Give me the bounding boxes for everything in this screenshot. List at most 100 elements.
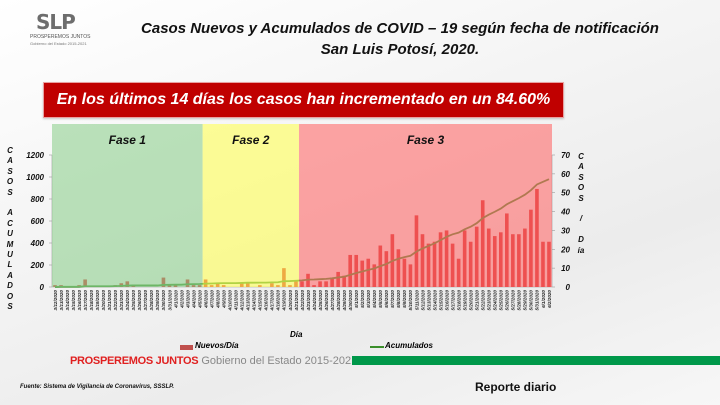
axis-title-letter: O (6, 177, 14, 187)
legend-line-label: Acumulados (385, 341, 434, 350)
phase-zone-1 (52, 124, 203, 287)
axis-title-letter: C (7, 218, 13, 228)
title-line-2: San Luis Potosí, 2020. (320, 41, 480, 58)
x-tick-label: 5/3/2020 (366, 290, 371, 308)
x-tick-label: 5/13/2020 (426, 290, 431, 311)
axis-title-gap (575, 204, 587, 214)
right-tick-label: 50 (561, 189, 570, 198)
x-tick-label: 4/18/2020 (276, 290, 281, 312)
x-tick-label: 5/1/2020 (354, 290, 359, 308)
x-tick-label: 4/13/2020 (246, 290, 251, 312)
x-tick-label: 4/29/2020 (342, 290, 347, 312)
x-tick-label: 4/26/2020 (324, 290, 329, 312)
axis-title-letter: L (7, 260, 13, 270)
axis-title-letter: O (6, 291, 14, 301)
x-tick-label: 5/24/2020 (493, 290, 498, 311)
left-tick-label: 800 (31, 195, 45, 204)
left-tick-label: 200 (30, 261, 45, 270)
x-tick-label: 5/2/2020 (360, 290, 365, 308)
right-tick-label: 40 (560, 208, 570, 217)
x-tick-label: 5/22/2020 (481, 290, 486, 311)
x-tick-label: 4/20/2020 (288, 290, 293, 312)
x-tick-label: 3/31/2020 (167, 290, 172, 311)
x-tick-label: 4/17/2020 (270, 290, 275, 312)
right-tick-label: 10 (561, 264, 570, 273)
x-tick-label: 5/8/2020 (396, 290, 401, 308)
x-tick-label: 3/22/2020 (113, 290, 118, 311)
x-tick-label: 4/1/2020 (173, 290, 178, 309)
phase-zone-3 (298, 124, 552, 287)
axis-title-letter: A (578, 162, 584, 172)
x-tick-label: 5/23/2020 (487, 290, 492, 311)
x-tick-label: 4/9/2020 (221, 290, 226, 309)
x-tick-label: 5/30/2020 (529, 290, 534, 311)
x-tick-label: 4/12/2020 (240, 290, 245, 312)
footer-green-bar (352, 356, 720, 365)
x-tick-label: 5/17/2020 (450, 290, 455, 311)
page-title: Casos Nuevos y Acumulados de COVID – 19 … (120, 18, 680, 60)
axis-title-letter: D (578, 235, 584, 245)
x-tick-label: 4/25/2020 (318, 290, 323, 312)
x-tick-label: 5/21/2020 (474, 290, 479, 311)
x-tick-label: 3/18/2020 (89, 290, 94, 311)
left-tick-label: 600 (31, 217, 45, 226)
x-tick-label: 4/7/2020 (209, 290, 214, 309)
x-tick-label: 5/31/2020 (535, 290, 540, 311)
x-tick-label: 4/23/2020 (306, 290, 311, 312)
x-tick-label: 4/4/2020 (191, 290, 196, 309)
logo-tagline: PROSPEREMOS JUNTOS (30, 34, 91, 40)
x-tick-label: 3/28/2020 (149, 290, 154, 311)
x-tick-label: 4/28/2020 (336, 290, 341, 312)
x-tick-label: 5/19/2020 (462, 290, 467, 311)
axis-title-letter: U (7, 229, 13, 239)
right-tick-label: 60 (561, 170, 570, 179)
left-tick-label: 1000 (26, 173, 44, 182)
x-tick-label: 4/11/2020 (234, 290, 239, 312)
axis-title-letter: M (6, 239, 14, 249)
x-tick-label: 3/26/2020 (137, 290, 142, 311)
logo-subtitle: Gobierno del Estado 2015-2021 (30, 41, 87, 46)
x-tick-label: 3/23/2020 (119, 290, 124, 311)
axis-title-letter: / (579, 214, 583, 224)
x-tick-label: 4/19/2020 (282, 290, 287, 312)
legend-bars-label: Nuevos/Día (195, 341, 239, 350)
x-tick-label: 5/15/2020 (438, 290, 443, 311)
axis-title-letter: A (7, 270, 13, 280)
x-tick-label: 5/12/2020 (420, 290, 425, 311)
logo-text: SLP (36, 10, 76, 34)
x-tick-label: 3/30/2020 (161, 290, 166, 311)
footer-brand-red: PROSPEREMOS JUNTOS (70, 355, 199, 367)
x-tick-label: 4/14/2020 (252, 290, 257, 312)
right-tick-label: 30 (561, 226, 570, 235)
x-tick-label: 5/4/2020 (372, 290, 377, 308)
axis-title-letter: A (7, 156, 13, 166)
footer-brand: PROSPEREMOS JUNTOS Gobierno del Estado 2… (70, 355, 357, 367)
x-tick-label: 5/16/2020 (444, 290, 449, 311)
axis-title-letter: S (578, 193, 584, 203)
phase-label: Fase 2 (232, 133, 270, 147)
x-tick-label: 6/1/2020 (541, 290, 546, 308)
x-tick-label: 4/2/2020 (179, 290, 184, 309)
x-tick-label: 5/14/2020 (432, 290, 437, 311)
axis-title-letter: D (7, 281, 13, 291)
x-tick-label: 4/22/2020 (300, 290, 305, 312)
x-tick-label: 4/8/2020 (215, 290, 220, 309)
x-tick-label: 3/12/2020 (53, 290, 58, 311)
x-tick-label: 5/9/2020 (402, 290, 407, 308)
x-tick-label: 3/13/2020 (59, 290, 64, 311)
x-tick-label: 3/19/2020 (95, 290, 100, 311)
x-axis-title: Día (290, 330, 303, 339)
x-tick-label: 3/16/2020 (77, 290, 82, 311)
x-tick-label: 4/5/2020 (197, 290, 202, 309)
x-tick-label: 3/17/2020 (83, 290, 88, 311)
x-tick-label: 3/15/2020 (71, 290, 76, 311)
x-tick-label: 3/29/2020 (155, 290, 160, 311)
x-tick-label: 5/27/2020 (511, 290, 516, 311)
phase-label: Fase 3 (407, 133, 445, 147)
x-tick-label: 4/30/2020 (348, 290, 353, 312)
footer-brand-grey: Gobierno del Estado 2015-2021 (201, 355, 358, 367)
axis-title-letter: C (578, 152, 584, 161)
